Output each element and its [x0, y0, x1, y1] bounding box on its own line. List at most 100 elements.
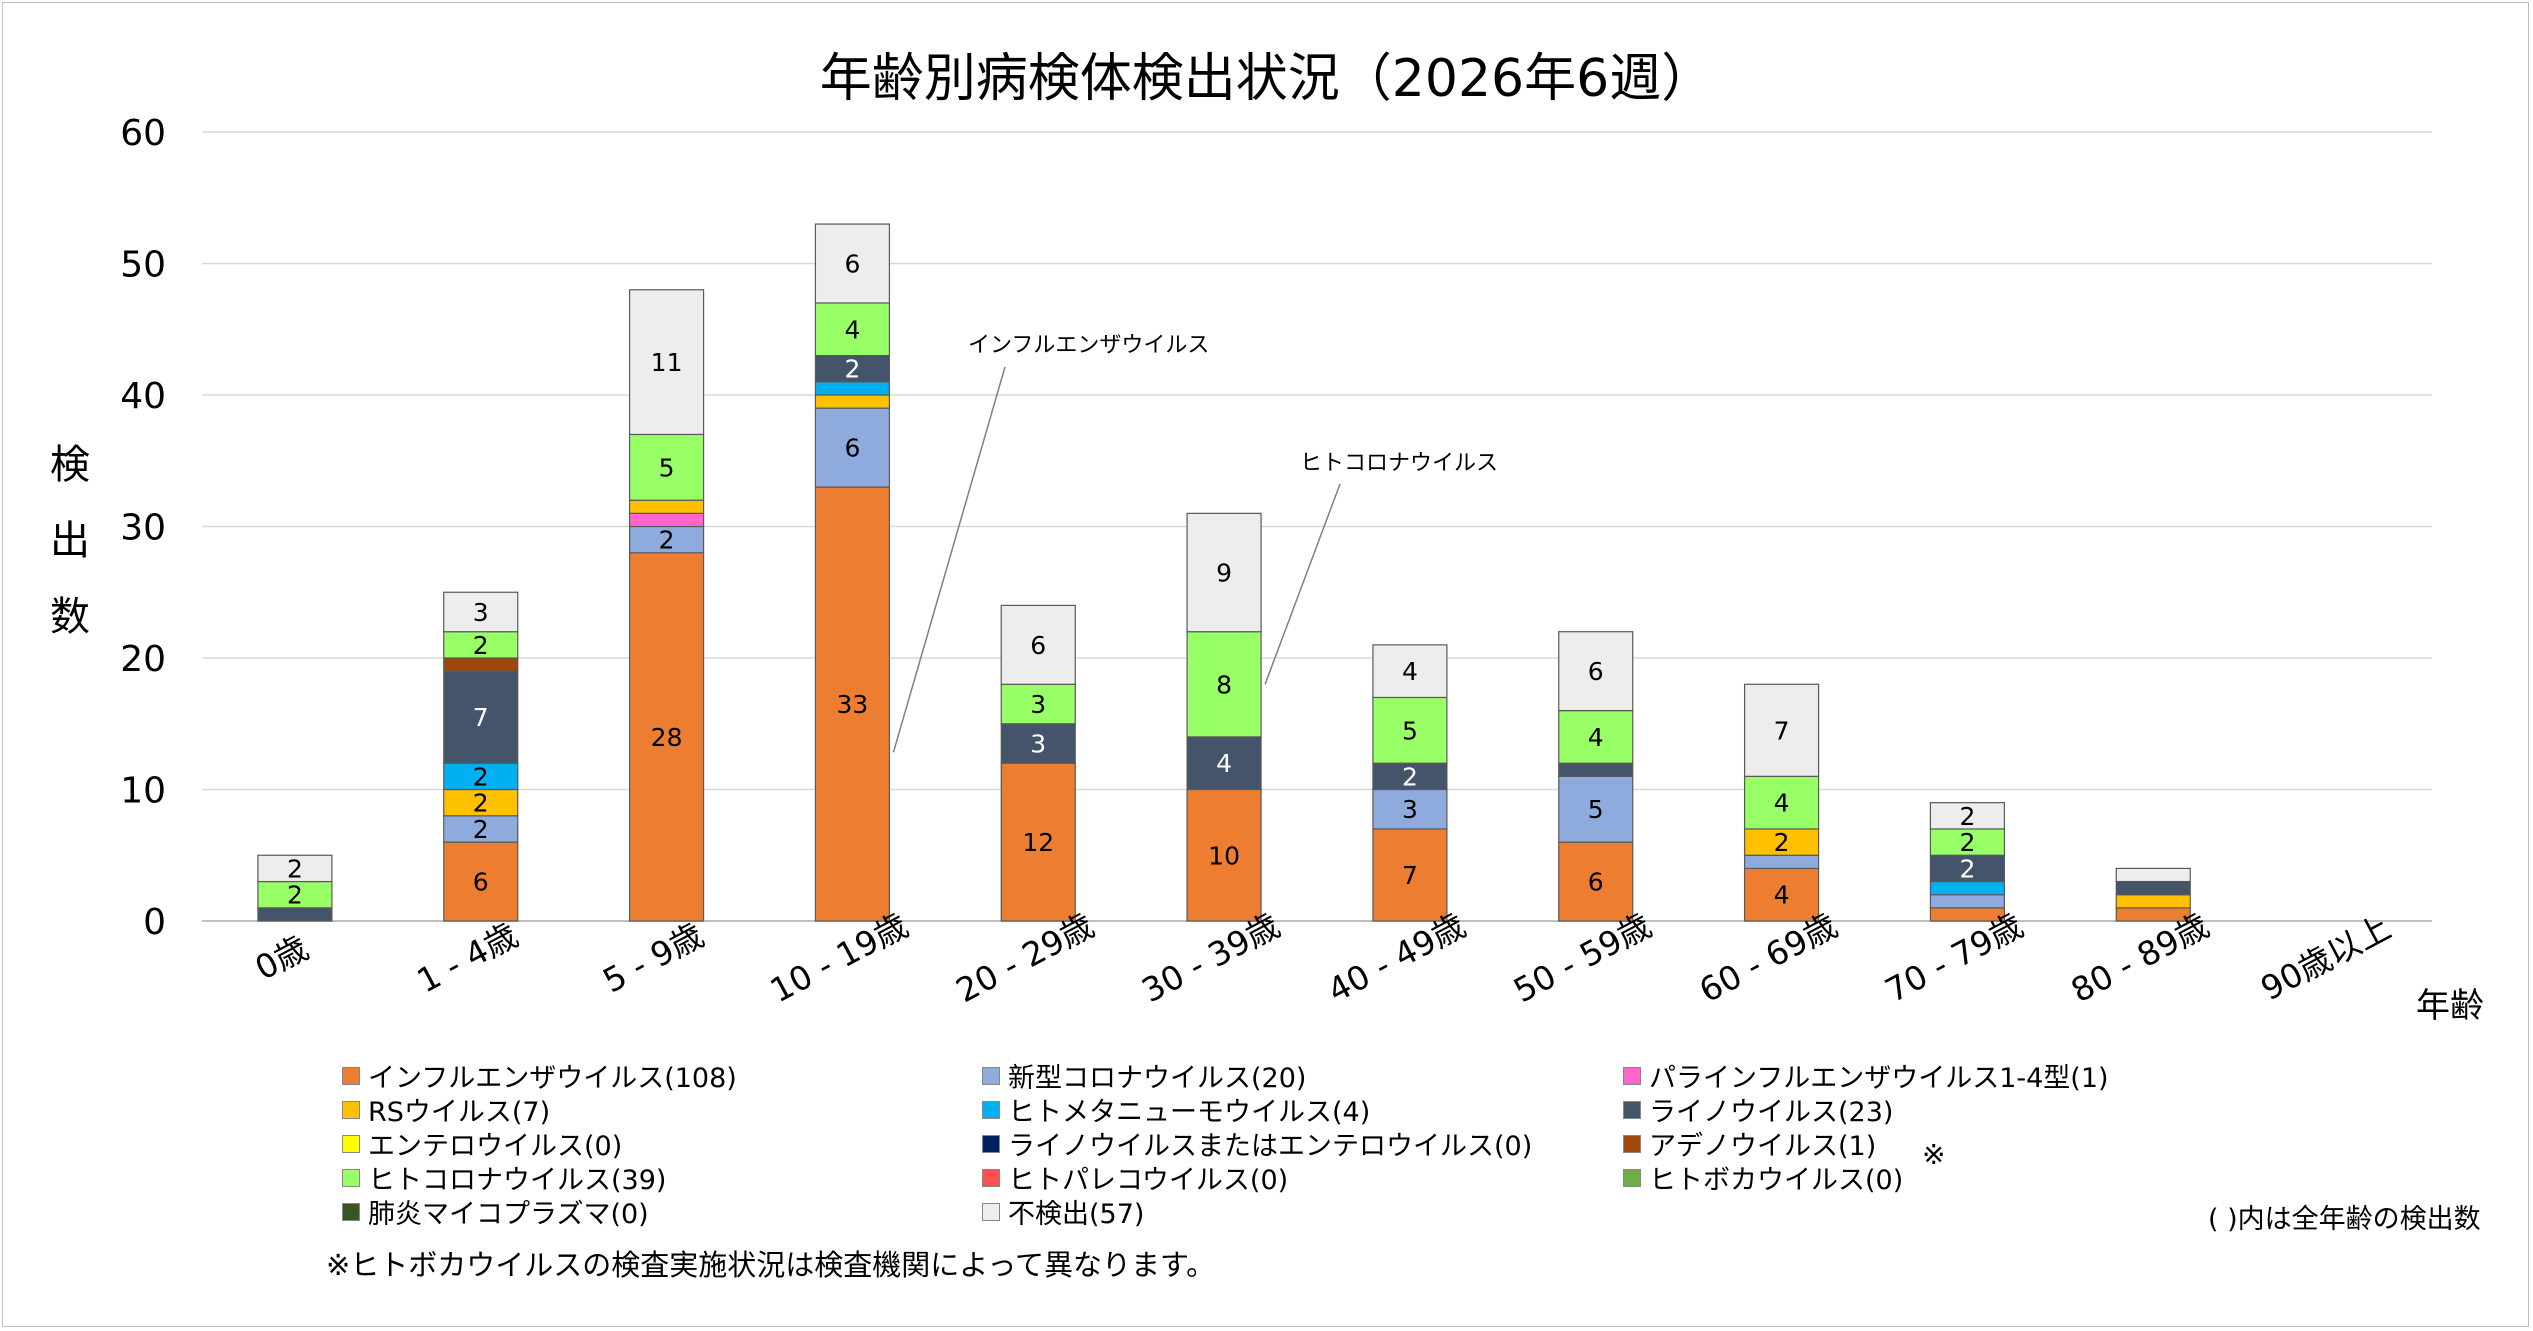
legend-footnote-mark: ※ — [1922, 1138, 1946, 1171]
legend-swatch — [982, 1202, 1000, 1221]
legend-label: ライノウイルスまたはエンテロウイルス(0) — [1008, 1131, 1533, 1162]
y-axis-title-char: 検 — [50, 442, 90, 488]
legend-swatch — [1623, 1168, 1641, 1187]
data-label: 3 — [1030, 690, 1046, 719]
legend-item: ヒトパレコウイルス(0) — [982, 1158, 1288, 1197]
y-tick-label: 60 — [120, 113, 166, 154]
bar-segment — [2115, 894, 2191, 909]
legend-swatch — [982, 1100, 1000, 1119]
y-tick-label: 0 — [143, 902, 166, 943]
legend-item: 肺炎マイコプラズマ(0) — [342, 1192, 649, 1231]
legend-label: アデノウイルス(1) — [1649, 1131, 1877, 1162]
bar-segment — [628, 512, 705, 528]
y-tick-label: 10 — [120, 771, 166, 812]
legend-label: インフルエンザウイルス(108) — [368, 1063, 737, 1094]
x-tick-label: 90歳以上 — [2254, 908, 2397, 1009]
data-label: 4 — [1402, 657, 1418, 686]
legend-label: ヒトメタニューモウイルス(4) — [1008, 1097, 1371, 1128]
chart-title: 年齢別病検体検出状況（2026年6週） — [819, 49, 1714, 109]
bar-segment — [1000, 723, 1076, 764]
data-label: 4 — [1216, 749, 1232, 778]
data-label: 7 — [1402, 861, 1418, 890]
legend-item: エンテロウイルス(0) — [342, 1124, 622, 1163]
legend-swatch — [1623, 1100, 1641, 1119]
data-label: 6 — [473, 868, 489, 897]
legend-label: パラインフルエンザウイルス1-4型(1) — [1649, 1063, 2109, 1094]
bar-segment — [1558, 775, 1634, 843]
callout-leader — [892, 366, 1006, 753]
bar-segment — [257, 854, 333, 883]
data-label: 6 — [844, 250, 860, 279]
data-label: 4 — [844, 315, 860, 344]
legend-label: RSウイルス(7) — [368, 1097, 551, 1128]
legend-item: RSウイルス(7) — [342, 1090, 550, 1129]
bar-segment — [1929, 828, 2006, 856]
data-label: 33 — [837, 690, 869, 719]
bar-segment — [1558, 631, 1634, 712]
bar-segment — [814, 381, 891, 396]
bar-segment — [1929, 880, 2006, 896]
data-label: 9 — [1216, 559, 1232, 588]
bar-segment — [1372, 644, 1448, 699]
legend-label: ヒトボカウイルス(0) — [1649, 1165, 1904, 1196]
bar-segment — [1558, 709, 1634, 764]
bar-segment — [814, 354, 891, 383]
bar-segment — [814, 486, 891, 922]
bar-segment — [1372, 788, 1448, 830]
data-label: 2 — [1959, 854, 1975, 883]
legend-item: ヒトメタニューモウイルス(4) — [982, 1090, 1370, 1129]
data-label: 7 — [1774, 716, 1790, 745]
legend-item: 新型コロナウイルス(20) — [982, 1056, 1306, 1095]
data-label: 2 — [1959, 802, 1975, 831]
bar-segment — [1372, 828, 1448, 922]
bar-segment — [1186, 512, 1262, 633]
bar-segment — [1372, 762, 1448, 791]
legend-label: 新型コロナウイルス(20) — [1008, 1063, 1307, 1094]
bar-segment — [1186, 736, 1262, 791]
bar-segment — [628, 525, 705, 554]
legend-label: エンテロウイルス(0) — [368, 1131, 623, 1162]
bar-segment — [257, 907, 333, 922]
legend-swatch — [342, 1100, 360, 1119]
data-label: 28 — [651, 723, 683, 752]
bar-segment — [2115, 880, 2191, 896]
legend-swatch — [342, 1066, 360, 1085]
bar-segment — [443, 591, 519, 633]
y-axis-title-char: 数 — [50, 594, 90, 640]
bar-segment — [443, 657, 519, 672]
data-label: 2 — [287, 881, 303, 910]
data-label: 2 — [473, 631, 489, 660]
bar-segment — [443, 670, 519, 764]
data-label: 5 — [1402, 716, 1418, 745]
data-label: 2 — [473, 815, 489, 844]
bar-segment — [1929, 894, 2006, 909]
data-label: 8 — [1216, 670, 1232, 699]
legend-label: 肺炎マイコプラズマ(0) — [368, 1199, 649, 1230]
legend-swatch — [342, 1202, 360, 1221]
legend-item: アデノウイルス(1) — [1623, 1124, 1876, 1163]
data-label: 2 — [1959, 828, 1975, 857]
legend-label: ライノウイルス(23) — [1649, 1097, 1894, 1128]
callout-label: ヒトコロナウイルス — [1300, 451, 1498, 476]
data-label: 12 — [1022, 828, 1054, 857]
bar-segment — [814, 407, 891, 488]
bar-segment — [628, 289, 705, 436]
data-label: 2 — [287, 854, 303, 883]
bar-segment — [1743, 867, 1820, 922]
bar-segment — [1743, 854, 1820, 869]
bar-segment — [443, 815, 519, 843]
bar-segment — [814, 394, 891, 409]
legend-swatch — [982, 1066, 1000, 1085]
legend-item: ライノウイルス(23) — [1623, 1090, 1893, 1129]
data-label: 3 — [473, 598, 489, 627]
legend-swatch — [1623, 1066, 1641, 1085]
data-label: 2 — [1774, 828, 1790, 857]
bar-segment — [1929, 802, 2006, 830]
legend-item: ライノウイルスまたはエンテロウイルス(0) — [982, 1124, 1532, 1163]
legend-swatch — [982, 1134, 1000, 1153]
legend-label: 不検出(57) — [1008, 1199, 1145, 1230]
data-label: 6 — [1030, 631, 1046, 660]
data-label: 2 — [659, 526, 675, 555]
